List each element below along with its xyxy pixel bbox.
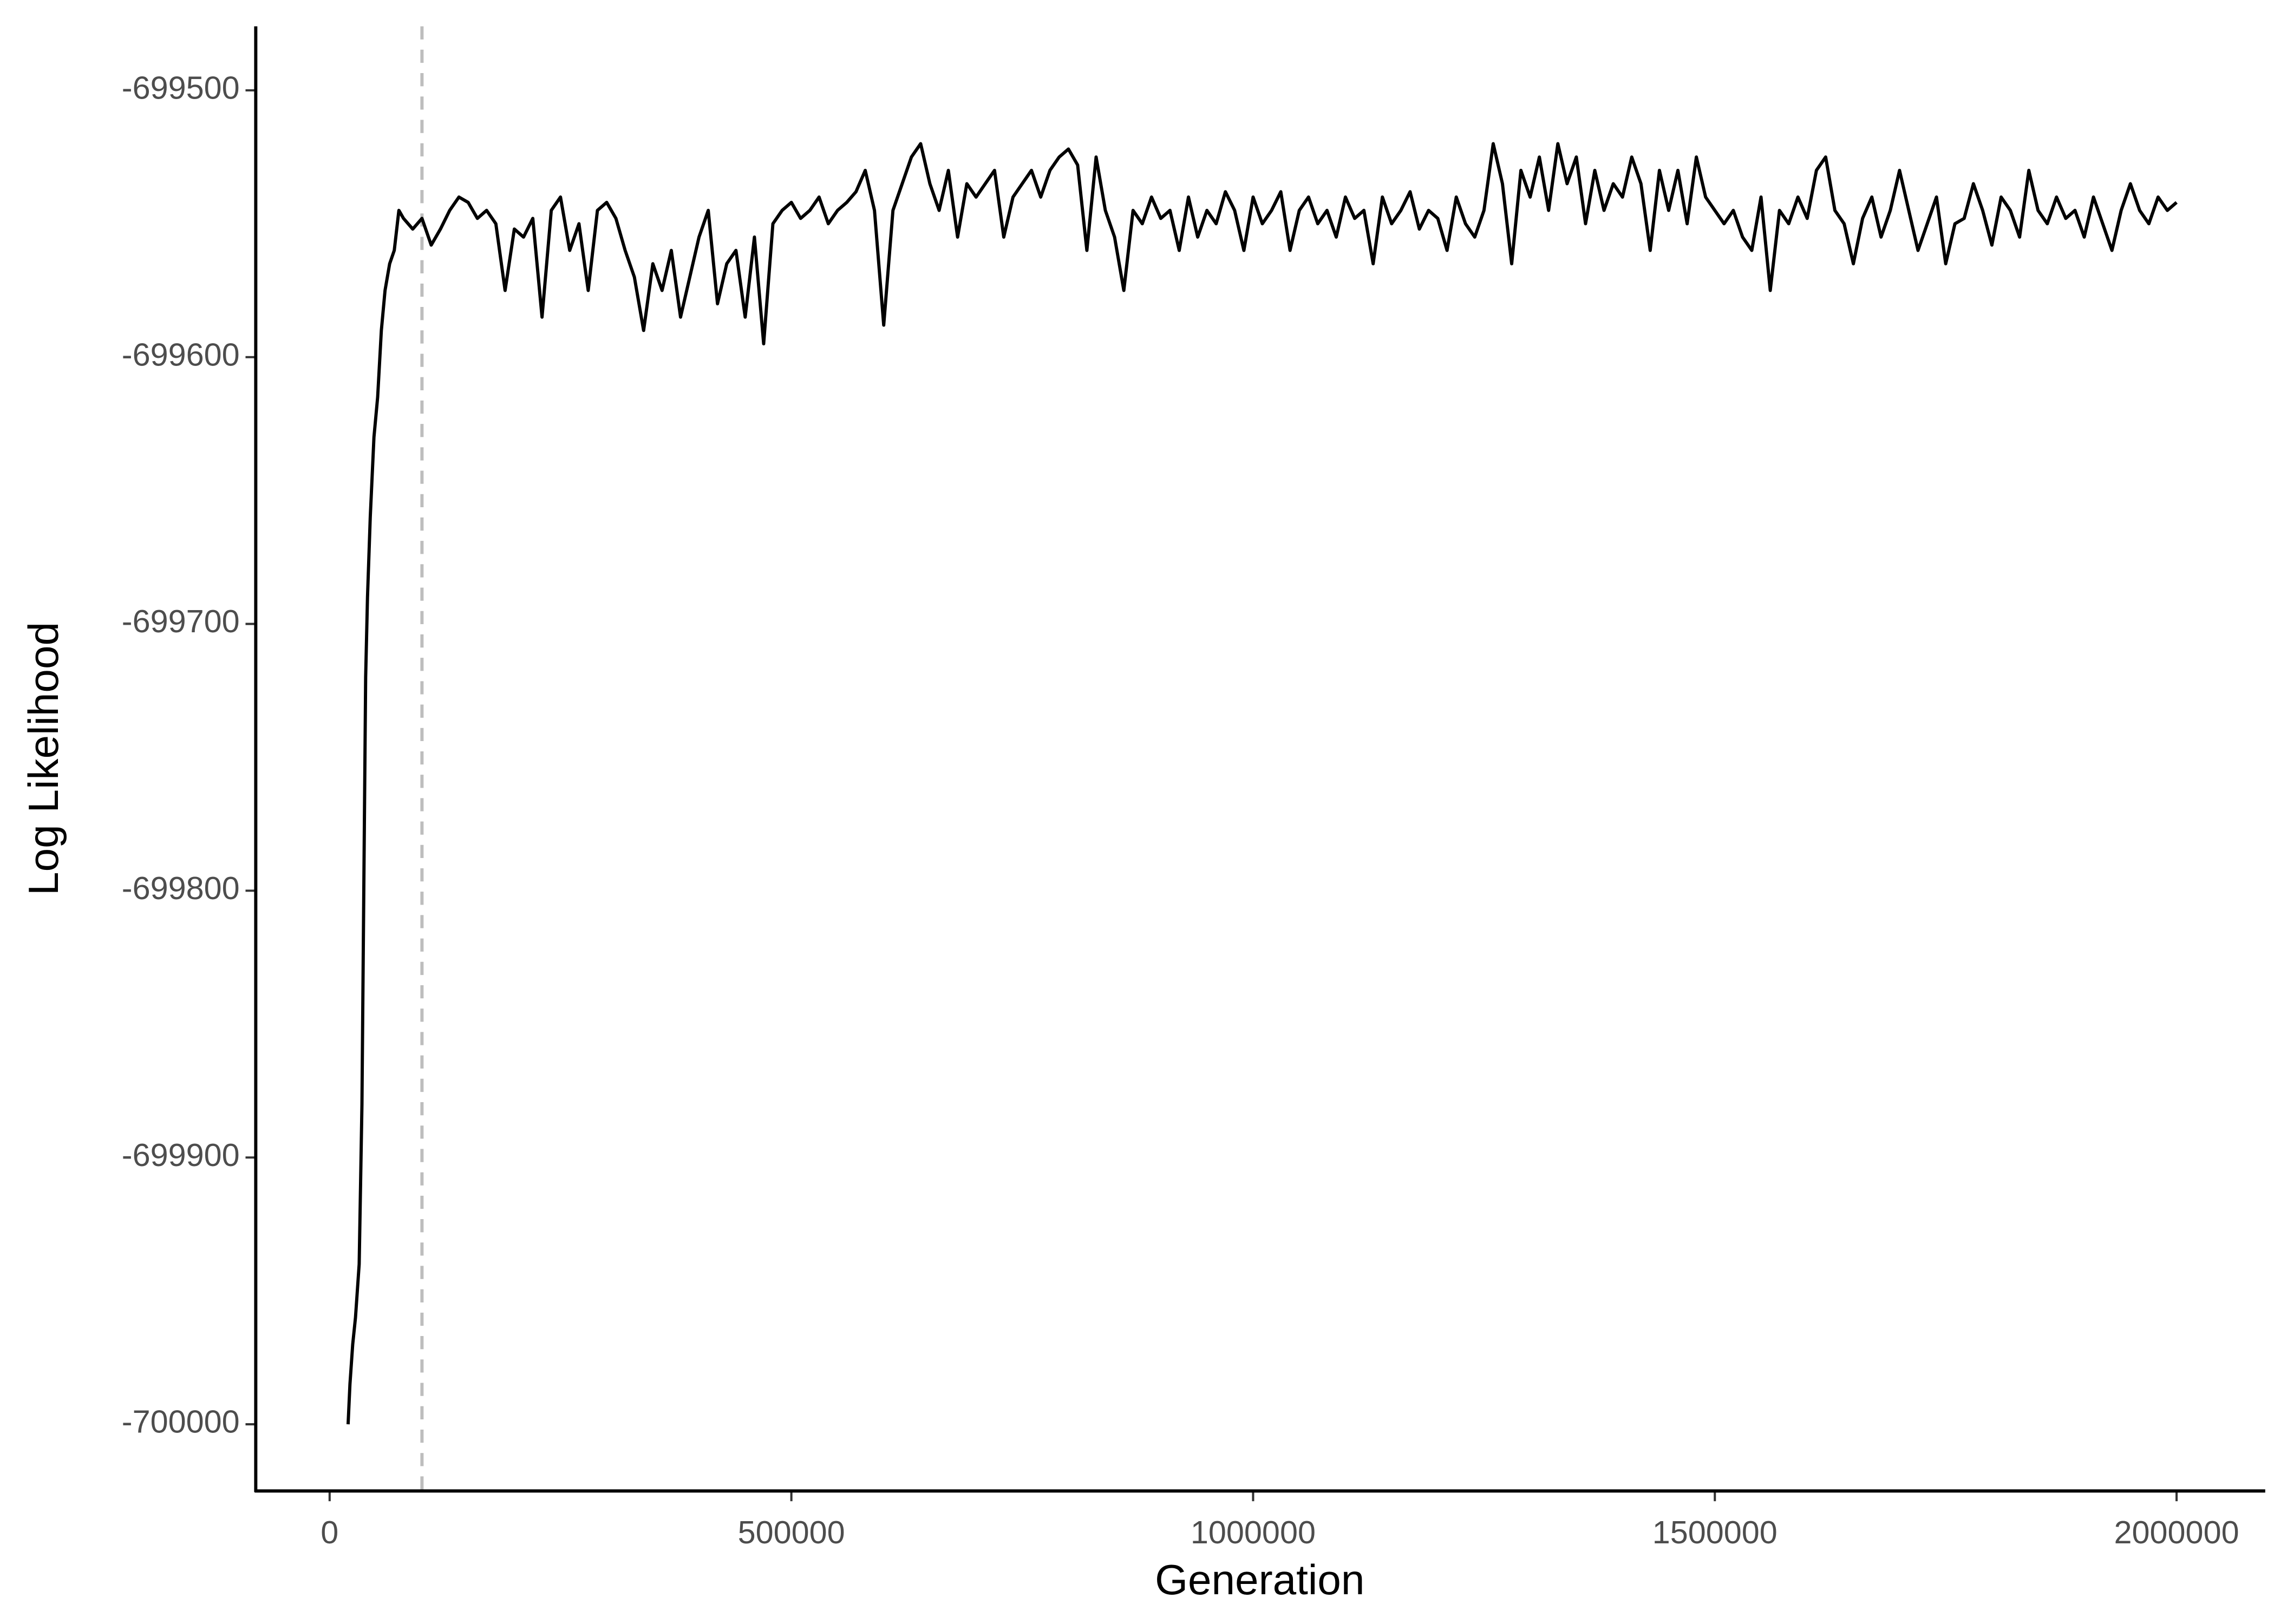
x-tick-label: 1500000 <box>1652 1514 1778 1550</box>
y-tick-label: -699600 <box>122 336 240 372</box>
x-axis-title: Generation <box>1155 1556 1364 1603</box>
x-tick-label: 1000000 <box>1191 1514 1316 1550</box>
y-tick-label: -699500 <box>122 70 240 106</box>
x-tick-label: 0 <box>321 1514 338 1550</box>
y-tick-label: -699700 <box>122 603 240 639</box>
x-tick-label: 2000000 <box>2114 1514 2239 1550</box>
y-tick-label: -699900 <box>122 1137 240 1173</box>
x-tick-label: 500000 <box>738 1514 845 1550</box>
trace-line <box>346 142 2178 1425</box>
y-axis-title: Log Likelihood <box>19 622 67 895</box>
y-tick-label: -699800 <box>122 870 240 906</box>
y-tick-label: -700000 <box>122 1404 240 1440</box>
